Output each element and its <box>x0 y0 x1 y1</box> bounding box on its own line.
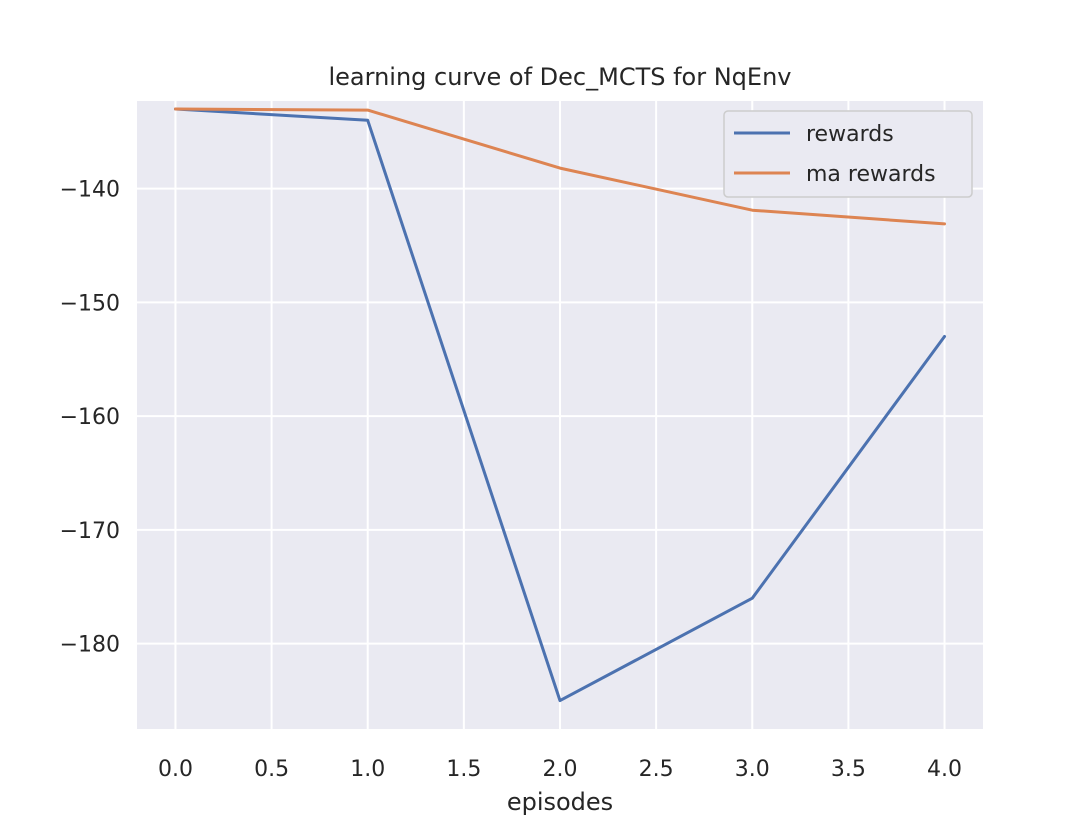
legend-label-rewards: rewards <box>806 122 894 147</box>
chart-title: learning curve of Dec_MCTS for NqEnv <box>329 63 792 91</box>
x-tick-label: 3.5 <box>831 757 866 782</box>
x-axis-label: episodes <box>507 788 613 816</box>
y-tick-label: −150 <box>60 291 120 316</box>
x-tick-labels: 0.0 0.5 1.0 1.5 2.0 2.5 3.0 3.5 4.0 <box>158 757 962 782</box>
y-tick-labels: −140 −150 −160 −170 −180 <box>60 178 120 658</box>
y-tick-label: −180 <box>60 633 120 658</box>
y-tick-label: −160 <box>60 405 120 430</box>
x-tick-label: 2.5 <box>639 757 674 782</box>
x-tick-label: 1.5 <box>446 757 481 782</box>
x-tick-label: 4.0 <box>927 757 962 782</box>
x-tick-label: 0.5 <box>254 757 289 782</box>
x-tick-label: 3.0 <box>735 757 770 782</box>
legend: rewards ma rewards <box>724 111 972 197</box>
y-tick-label: −170 <box>60 519 120 544</box>
y-tick-label: −140 <box>60 178 120 203</box>
x-tick-label: 2.0 <box>543 757 578 782</box>
x-tick-label: 1.0 <box>350 757 385 782</box>
legend-label-ma-rewards: ma rewards <box>806 162 936 187</box>
x-tick-label: 0.0 <box>158 757 193 782</box>
